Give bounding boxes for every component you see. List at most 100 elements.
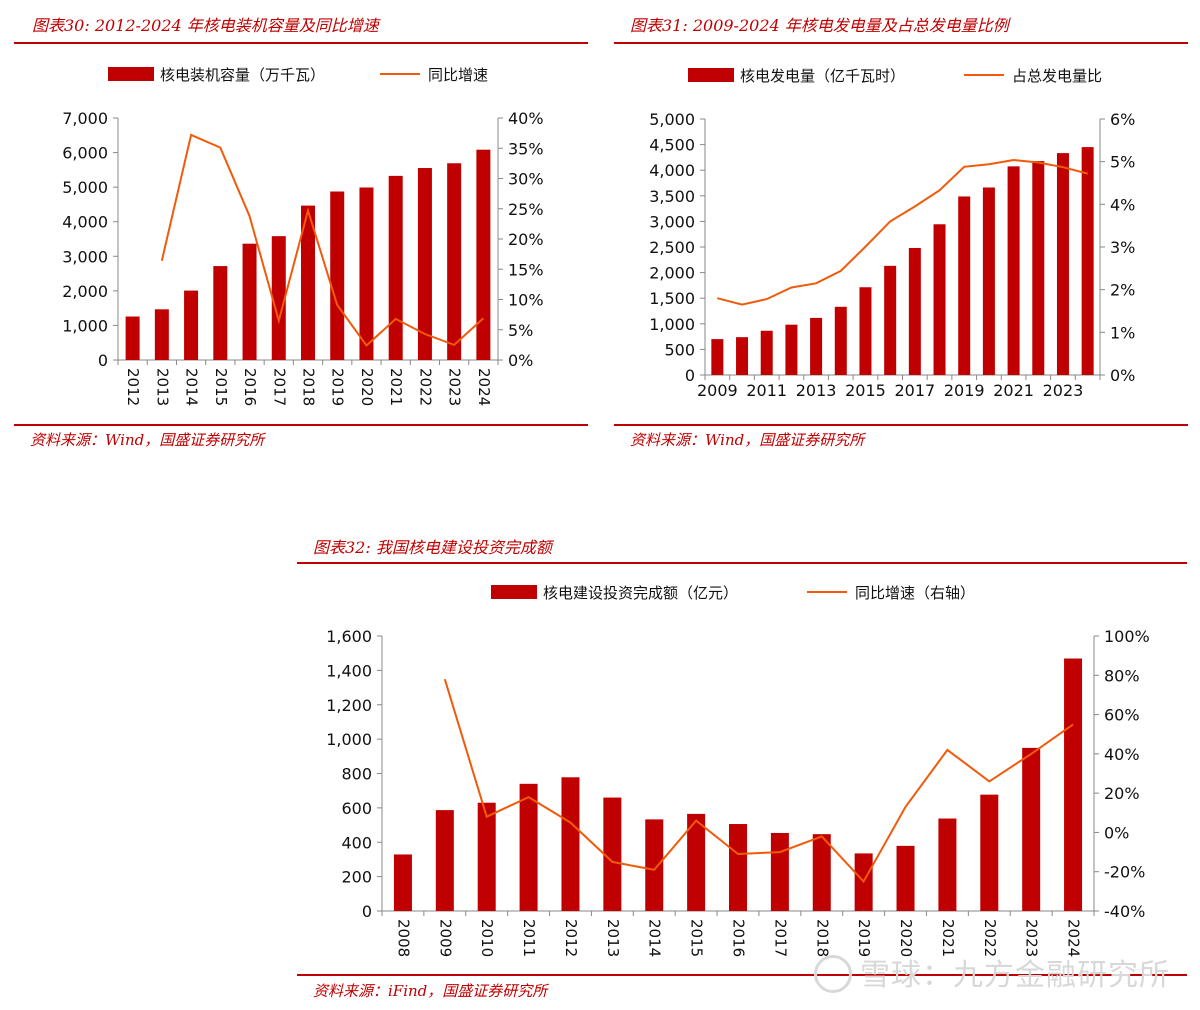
growth-line: [717, 158, 1088, 306]
x-tick-label: 2022: [981, 919, 999, 957]
left-tick-label: 0: [685, 366, 695, 385]
chart31-top-rule: [614, 42, 1188, 44]
left-tick-label: 2,500: [649, 238, 695, 257]
x-tick-label: 2023: [1043, 381, 1084, 400]
x-tick-label: 2014: [183, 368, 201, 406]
x-tick-label: 2015: [212, 368, 230, 406]
chart32-title: 图表32: 我国核电建设投资完成额: [313, 538, 552, 557]
x-tick-label: 2017: [270, 368, 288, 406]
x-tick-label: 2011: [746, 381, 787, 400]
right-tick-label: 15%: [508, 260, 544, 279]
left-tick-label: 7,000: [62, 109, 108, 128]
bar: [388, 175, 403, 360]
right-tick-label: 10%: [508, 291, 544, 310]
left-tick-label: 500: [664, 340, 695, 359]
left-tick-label: 400: [341, 833, 372, 852]
left-tick-label: 2,000: [62, 282, 108, 301]
chart30-top-rule: [14, 42, 588, 44]
left-tick-label: 3,000: [649, 212, 695, 231]
x-tick-label: 2023: [1023, 919, 1041, 957]
x-tick-label: 2018: [813, 919, 831, 957]
left-tick-label: 2,000: [649, 264, 695, 283]
right-tick-label: 6%: [1110, 110, 1135, 129]
x-tick-label: 2022: [416, 368, 434, 406]
left-tick-label: 5,000: [62, 178, 108, 197]
bar: [760, 330, 773, 375]
chart30-source: 资料来源：Wind，国盛证券研究所: [30, 431, 265, 449]
right-tick-label: 35%: [508, 139, 544, 158]
right-tick-label: 60%: [1104, 706, 1140, 725]
bar: [447, 163, 462, 360]
bar: [1064, 658, 1083, 911]
chart31: 核电发电量（亿千瓦时） 占总发电量比 0 500 1,000 1,500 2,000 2,50…: [649, 67, 1135, 400]
watermark-text: 雪球：九方金融研究所: [860, 958, 1170, 993]
left-tick-label: 4,500: [649, 136, 695, 155]
x-tick-label: 2023: [446, 368, 464, 406]
x-tick-label: 2024: [475, 368, 493, 406]
chart30-bottom-rule: [14, 424, 588, 426]
x-tick-label: 2021: [993, 381, 1034, 400]
chart31-source: 资料来源：Wind，国盛证券研究所: [630, 431, 865, 449]
right-tick-label: 100%: [1104, 627, 1150, 646]
bar: [477, 802, 496, 911]
left-tick-label: 1,500: [649, 289, 695, 308]
bar: [271, 236, 286, 360]
x-tick-label: 2015: [688, 919, 706, 957]
chart32-bottom-rule: [297, 974, 1187, 976]
snowball-logo-icon: [814, 954, 852, 993]
left-tick-label: 4,000: [649, 161, 695, 180]
growth-line: [160, 133, 485, 347]
right-tick-label: 5%: [1110, 153, 1135, 172]
x-tick-label: 2014: [646, 919, 664, 957]
chart32: 核电建设投资完成额（亿元） 同比增速（右轴） 0 200 400 600 800 1,000 1…: [326, 584, 1150, 957]
watermark: 雪球：九方金融研究所: [814, 950, 1170, 996]
left-tick-label: 5,000: [649, 110, 695, 129]
x-tick-label: 2013: [796, 381, 837, 400]
bar: [736, 337, 749, 375]
x-tick-label: 2019: [944, 381, 985, 400]
left-tick-label: 1,000: [649, 315, 695, 334]
left-tick-label: 3,500: [649, 187, 695, 206]
left-tick-label: 6,000: [62, 144, 108, 163]
left-tick-label: 0: [362, 902, 372, 921]
x-tick-label: 2013: [604, 919, 622, 957]
x-tick-label: 2020: [897, 919, 915, 957]
left-tick-label: 0: [98, 351, 108, 370]
bar: [1056, 153, 1069, 375]
bar: [435, 810, 454, 911]
right-tick-label: 4%: [1110, 195, 1135, 214]
right-tick-label: 80%: [1104, 666, 1140, 685]
bar: [908, 247, 921, 375]
legend-line-label: 同比增速（右轴）: [855, 584, 975, 602]
left-tick-label: 1,600: [326, 627, 372, 646]
bar: [645, 819, 664, 911]
bar: [301, 205, 315, 360]
legend-bar-label: 核电装机容量（万千瓦）: [160, 66, 325, 84]
bar: [980, 794, 999, 911]
bar: [417, 168, 432, 360]
left-tick-label: 3,000: [62, 247, 108, 266]
bar: [982, 187, 995, 375]
bar: [603, 797, 622, 911]
left-tick-label: 600: [341, 799, 372, 818]
x-tick-label: 2012: [562, 919, 580, 957]
bar: [359, 187, 374, 360]
bar: [242, 243, 257, 360]
x-tick-label: 2016: [730, 919, 748, 957]
legend-bar-swatch: [108, 67, 154, 81]
chart32-top-rule: [297, 562, 1187, 564]
bar: [519, 783, 538, 911]
legend-bar-label: 核电发电量（亿千瓦时）: [740, 67, 905, 85]
right-tick-label: 20%: [1104, 784, 1140, 803]
bar: [1081, 147, 1094, 375]
bar: [834, 306, 847, 375]
x-tick-label: 2012: [124, 368, 142, 406]
chart31-title: 图表31: 2009-2024 年核电发电量及占总发电量比例: [630, 16, 1009, 35]
x-tick-label: 2021: [387, 368, 405, 406]
x-tick-label: 2009: [436, 919, 454, 957]
bar: [785, 324, 798, 375]
left-tick-label: 1,000: [62, 316, 108, 335]
left-tick-label: 4,000: [62, 213, 108, 232]
bar: [711, 339, 724, 375]
bar: [1022, 747, 1041, 911]
